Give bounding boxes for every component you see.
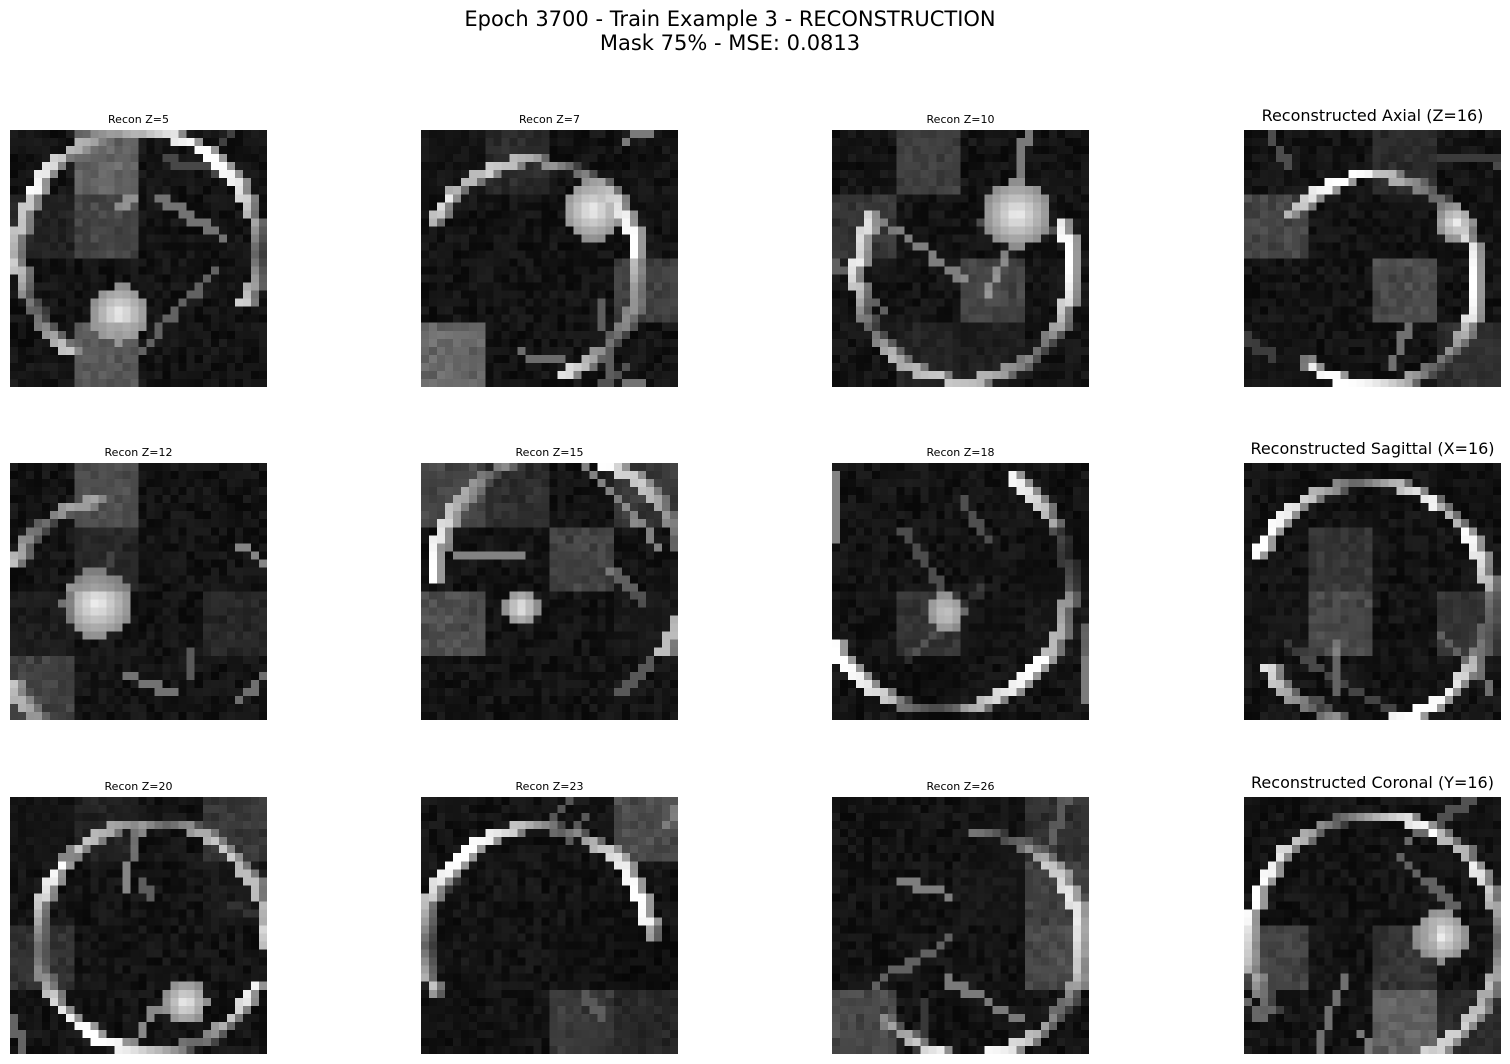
slice-image xyxy=(1244,463,1501,720)
slice-title: Recon Z=10 xyxy=(926,113,995,126)
figure-subtitle: Mask 75% - MSE: 0.0813 xyxy=(599,31,861,55)
slice-image xyxy=(10,797,267,1054)
slice-image xyxy=(421,130,678,387)
slice-image xyxy=(421,797,678,1054)
slice-title: Recon Z=7 xyxy=(519,113,580,126)
slice-image xyxy=(10,130,267,387)
slice-image xyxy=(10,463,267,720)
slice-image xyxy=(1244,797,1501,1054)
slice-title: Recon Z=26 xyxy=(926,780,995,793)
slice-title: Recon Z=23 xyxy=(515,780,584,793)
slice-image xyxy=(832,797,1089,1054)
figure-title: Epoch 3700 - Train Example 3 - RECONSTRU… xyxy=(464,7,996,31)
slice-title: Recon Z=15 xyxy=(515,446,584,459)
slice-title: Recon Z=18 xyxy=(926,446,995,459)
slice-title: Reconstructed Axial (Z=16) xyxy=(1261,106,1484,125)
slice-title: Recon Z=20 xyxy=(104,780,173,793)
slice-image xyxy=(1244,130,1501,387)
slice-title: Recon Z=12 xyxy=(104,446,173,459)
slice-title: Reconstructed Coronal (Y=16) xyxy=(1251,773,1494,792)
slice-image xyxy=(832,130,1089,387)
slice-title: Recon Z=5 xyxy=(108,113,169,126)
slice-image xyxy=(832,463,1089,720)
slice-image xyxy=(421,463,678,720)
slice-title: Reconstructed Sagittal (X=16) xyxy=(1250,439,1495,458)
